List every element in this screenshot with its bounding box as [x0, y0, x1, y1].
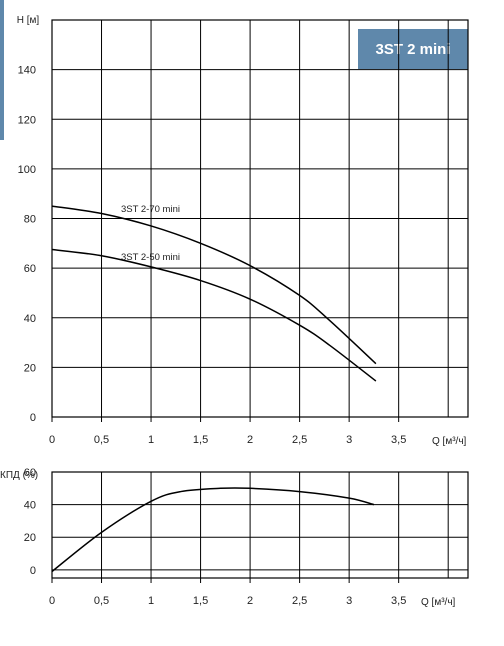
- efficiency-x-tick-label: 1: [148, 595, 154, 607]
- efficiency-x-tick-label: 3,5: [391, 595, 406, 607]
- efficiency-x-tick-label: 3: [346, 595, 352, 607]
- head-x-tick-label: 3,5: [391, 434, 406, 446]
- head-y-tick-label: 140: [18, 65, 36, 77]
- head-series-label: 3ST 2-50 mini: [121, 252, 180, 263]
- model-badge-background: [358, 29, 468, 69]
- head-x-tick-label: 1,5: [193, 434, 208, 446]
- efficiency-plot-frame: [51, 471, 469, 579]
- model-badge-label: 3ST 2 mini: [375, 41, 450, 58]
- head-x-axis-label: Q [м³/ч]: [432, 436, 467, 447]
- efficiency-y-tick-label: 20: [24, 532, 36, 544]
- efficiency-x-axis-label: Q [м³/ч]: [421, 597, 456, 608]
- efficiency-y-tick-label: 40: [24, 500, 36, 512]
- head-series-label: 3ST 2-70 mini: [121, 204, 180, 215]
- efficiency-x-tick-label: 2: [247, 595, 253, 607]
- head-y-tick-label: 20: [24, 362, 36, 374]
- efficiency-y-tick-label: 60: [24, 467, 36, 479]
- efficiency-x-tick-label: 1,5: [193, 595, 208, 607]
- efficiency-y-tick-label: 0: [30, 565, 36, 577]
- head-plot-frame: [51, 19, 469, 418]
- head-curve-3st-2-70-mini: [51, 205, 377, 365]
- side-accent-strip: [0, 0, 4, 140]
- head-x-tick-label: 0: [49, 434, 55, 446]
- head-x-tick-label: 3: [346, 434, 352, 446]
- head-y-tick-label: 60: [24, 263, 36, 275]
- head-y-tick-label: 40: [24, 313, 36, 325]
- model-badge: 3ST 2 mini: [358, 29, 468, 69]
- head-x-tick-label: 1: [148, 434, 154, 446]
- head-curve-3st-2-50-mini: [51, 248, 377, 382]
- head-chart: 0 0,5 1 1,5 2 2,5 3 3,5 0 20 40 60 80 100 120 140 H [м] Q…: [17, 15, 469, 447]
- head-x-tick-label: 2: [247, 434, 253, 446]
- head-x-tick-label: 2,5: [292, 434, 307, 446]
- efficiency-x-tick-label: 2,5: [292, 595, 307, 607]
- head-y-tick-label: 80: [24, 214, 36, 226]
- head-y-tick-label: 120: [18, 114, 36, 126]
- head-y-tick-label: 100: [18, 164, 36, 176]
- head-y-tick-label: 0: [30, 412, 36, 424]
- efficiency-curve: [51, 487, 375, 573]
- head-y-axis-label: H [м]: [17, 15, 40, 26]
- efficiency-x-tick-label: 0: [49, 595, 55, 607]
- efficiency-x-tick-label: 0,5: [94, 595, 109, 607]
- efficiency-y-axis-label: КПД (%): [0, 470, 38, 481]
- head-x-tick-label: 0,5: [94, 434, 109, 446]
